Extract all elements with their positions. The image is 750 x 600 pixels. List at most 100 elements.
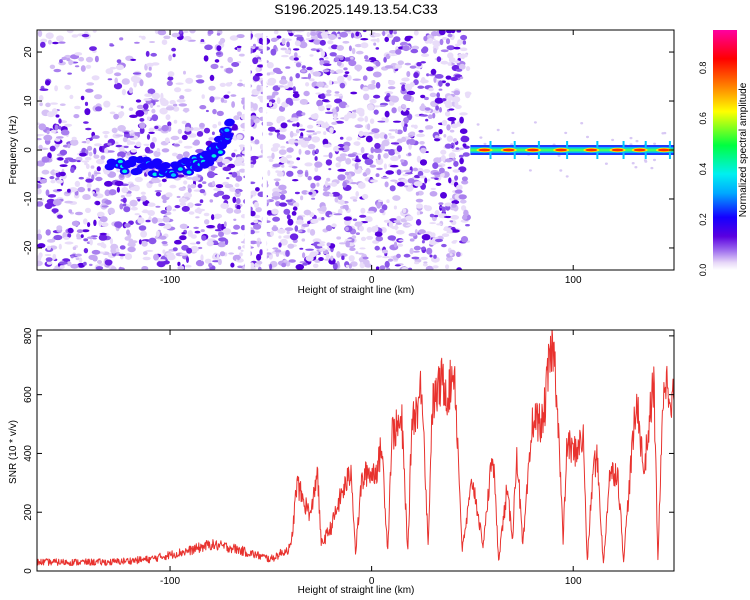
spectrogram-noise-cell — [397, 243, 404, 247]
spectrogram-noise-cell — [174, 205, 181, 209]
spectrogram-noise-cell — [117, 125, 126, 132]
spectrogram-noise-cell — [257, 64, 264, 68]
spectrogram-noise-cell — [297, 139, 306, 145]
spectrogram-noise-cell — [292, 206, 298, 211]
snr-y-tick-label: 400 — [23, 445, 34, 462]
spectrogram-noise-cell — [224, 183, 234, 189]
spectrogram-noise-cell — [324, 111, 334, 115]
spectrogram-noise-cell — [456, 30, 462, 33]
sweep-cell — [224, 118, 235, 126]
spectrogram-noise-cell — [92, 255, 98, 262]
spectrogram-noise-cell — [413, 72, 419, 79]
spectrogram-noise-cell — [330, 255, 334, 261]
spectrogram-noise-cell — [430, 241, 437, 246]
spectrogram-noise-cell — [85, 88, 94, 93]
spectrogram-noise-cell — [372, 71, 382, 78]
spectrogram-noise-cell — [328, 34, 337, 40]
spectrogram-noise-cell — [141, 266, 149, 270]
spectrogram-noise-cell — [313, 39, 322, 45]
spectrogram-noise-cell — [191, 176, 201, 182]
spectrogram-noise-cell — [338, 101, 348, 109]
spectrogram-noise-cell — [123, 131, 129, 135]
spectrogram-noise-cell — [343, 216, 352, 221]
spectrogram-noise-cell — [127, 246, 136, 253]
spectrogram-noise-cell — [445, 75, 452, 80]
spectrogram-noise-cell — [307, 228, 311, 233]
spectrogram-noise-cell — [296, 110, 303, 117]
spectrogram-noise-cell — [307, 73, 312, 80]
spectrogram-noise-cell — [134, 176, 143, 183]
spectrogram-noise-cell — [211, 214, 215, 221]
spectrogram-noise-cell — [39, 102, 43, 107]
spectrogram-noise-cell — [279, 238, 288, 246]
spectrogram-noise-cell — [83, 248, 89, 254]
spectrogram-noise-cell — [447, 33, 453, 38]
spectrogram-noise-cell — [68, 209, 73, 214]
spectrogram-noise-cell — [370, 38, 379, 42]
spectrogram-noise-cell — [331, 108, 337, 113]
spectrogram-noise-cell — [356, 50, 364, 55]
spectrogram-noise-cell — [309, 78, 315, 82]
spectrogram-noise-cell — [373, 42, 377, 46]
spectrogram-noise-cell — [331, 44, 339, 50]
spectrogram-noise-cell — [92, 193, 98, 197]
spectrogram-noise-cell — [461, 176, 468, 182]
tone-peak-core — [502, 148, 515, 152]
spectrogram-noise-cell — [408, 232, 417, 237]
spectrogram-noise-cell — [284, 227, 294, 232]
spectrogram-noise-cell — [289, 117, 299, 122]
spectrogram-noise-cell — [375, 173, 380, 178]
spectrogram-noise-cell — [199, 199, 204, 204]
spectrogram-noise-cell — [402, 45, 410, 52]
spectrogram-noise-cell — [375, 266, 380, 270]
spectrogram-noise-cell — [339, 136, 344, 140]
spectrogram-noise-cell — [85, 56, 94, 63]
spectrogram-noise-cell — [84, 101, 89, 106]
spectrogram-noise-cell — [304, 150, 311, 155]
spectrogram-noise-cell — [316, 243, 325, 247]
spectrogram-noise-cell — [223, 221, 227, 228]
spectrogram-noise-cell — [299, 41, 308, 49]
spectrogram-noise-cell — [366, 66, 374, 72]
spectrogram-noise-cell — [412, 49, 418, 52]
spectrogram-noise-cell — [586, 135, 589, 139]
spectrogram-noise-cell — [423, 261, 428, 264]
spectrogram-noise-cell — [292, 123, 297, 127]
spectrogram-noise-cell — [76, 160, 81, 163]
spectrogram-image — [37, 30, 674, 270]
spectrogram-noise-cell — [274, 249, 282, 253]
spectrogram-noise-cell — [458, 63, 466, 70]
spectrogram-noise-cell — [357, 117, 365, 122]
spectrogram-noise-cell — [389, 135, 395, 139]
spectrogram-noise-cell — [388, 80, 396, 86]
spectrogram-noise-cell — [355, 107, 365, 115]
spectrogram-noise-cell — [236, 45, 242, 49]
spectrogram-noise-cell — [54, 137, 61, 142]
spectrogram-noise-cell — [93, 219, 97, 226]
spectrogram-noise-cell — [111, 127, 118, 134]
spectrogram-noise-cell — [389, 30, 393, 35]
spectrogram-noise-cell — [278, 149, 287, 156]
spectrogram-noise-cell — [104, 180, 113, 187]
spectrogram-noise-cell — [38, 123, 47, 131]
spectrogram-noise-cell — [465, 91, 471, 99]
spectrogram-noise-cell — [264, 121, 274, 127]
spectrogram-noise-cell — [37, 260, 43, 267]
spectrogram-noise-cell — [384, 36, 390, 43]
spectrogram-noise-cell — [126, 151, 131, 156]
spectrogram-noise-cell — [149, 41, 156, 43]
spectrogram-noise-cell — [307, 220, 311, 225]
spectrogram-noise-cell — [445, 158, 453, 163]
spectrogram-noise-cell — [365, 216, 373, 223]
spectrogram-noise-cell — [89, 46, 97, 51]
spectrogram-noise-cell — [100, 242, 105, 248]
spectrogram-noise-cell — [432, 112, 436, 119]
spectrogram-noise-cell — [233, 159, 242, 167]
spectrogram-noise-cell — [327, 40, 334, 45]
spectrogram-noise-cell — [88, 171, 92, 178]
spectrogram-noise-cell — [355, 232, 360, 236]
spectrogram-noise-cell — [85, 178, 94, 183]
spectrogram-noise-cell — [207, 30, 214, 35]
spectrogram-noise-cell — [533, 121, 537, 124]
spectrogram-noise-cell — [296, 122, 300, 128]
